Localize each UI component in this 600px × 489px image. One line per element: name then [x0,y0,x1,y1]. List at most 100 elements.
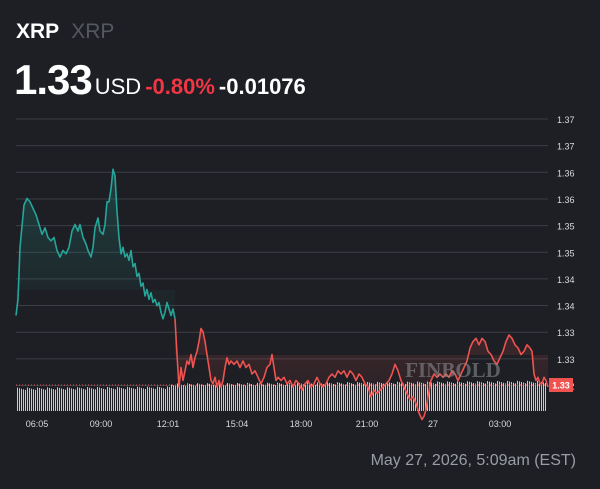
volume-bar [61,388,62,411]
price-row: 1.33 USD -0.80% -0.01076 [14,56,306,104]
volume-bar [125,389,126,411]
volume-bar [217,383,218,411]
volume-bar [275,385,276,411]
volume-bar [271,383,272,411]
volume-bar [517,380,518,411]
volume-bar [251,384,252,411]
volume-bar [83,388,84,411]
volume-bar [353,383,354,411]
volume-bar [53,389,54,411]
volume-bar [139,387,140,411]
volume-bar [523,382,524,411]
y-tick-label: 1.36 [557,195,575,205]
volume-bar [263,384,264,411]
volume-bar [35,389,36,411]
volume-bar [525,383,526,411]
volume-bar [265,385,266,411]
volume-bar [465,383,466,411]
volume-bar [181,384,182,411]
volume-bar [343,383,344,411]
x-tick-label: 03:00 [489,419,512,429]
volume-bar [131,387,132,411]
volume-bar [213,384,214,411]
volume-bar [41,388,42,411]
volume-bar [289,383,290,411]
volume-bar [457,381,458,411]
volume-bar [307,382,308,411]
volume-bar [165,388,166,411]
volume-bar [405,384,406,411]
volume-bar [87,387,88,411]
volume-bar [433,383,434,411]
volume-bar [509,381,510,411]
volume-bar [535,383,536,411]
volume-bar [335,384,336,411]
watermark: FINBOLD [405,358,501,382]
volume-bar [209,383,210,411]
volume-bar [379,382,380,411]
volume-bar [521,382,522,411]
volume-bar [111,388,112,411]
volume-bar [31,388,32,411]
volume-bar [361,383,362,411]
change-percent: -0.80% [145,74,215,99]
volume-bar [207,383,208,411]
y-tick-label: 1.37 [557,115,575,125]
volume-bar [231,384,232,411]
volume-bar [403,383,404,411]
volume-bar [147,386,148,411]
volume-bar [237,382,238,411]
asset-symbol: XRP [16,20,60,43]
volume-bar [179,383,180,411]
volume-bar [69,387,70,411]
volume-bar [531,381,532,411]
volume-bar [97,386,98,411]
volume-bar [43,389,44,411]
volume-bar [257,382,258,411]
volume-bar [503,382,504,411]
volume-bar [491,382,492,411]
volume-bar [493,382,494,411]
volume-bar [533,382,534,411]
price-line-up [15,168,176,320]
last-price-label: 1.33 [549,378,573,392]
volume-bar [75,389,76,411]
volume-bar [199,383,200,411]
area-fill-up [16,169,175,319]
volume-bar [337,382,338,411]
volume-bar [475,383,476,411]
volume-bar [501,382,502,411]
volume-bar [319,382,320,411]
volume-bar [477,381,478,411]
volume-bar [485,383,486,411]
volume-bar [129,387,130,411]
volume-bar [303,384,304,411]
volume-bar [183,385,184,411]
volume-bar [187,383,188,411]
volume-bar [81,388,82,411]
volume-bar [171,384,172,411]
volume-bar [59,387,60,411]
volume-bar [89,387,90,411]
volume-bar [47,387,48,411]
volume-bar [287,382,288,411]
x-tick-label: 18:00 [290,419,313,429]
volume-bar [57,387,58,411]
volume-bar [205,385,206,411]
volume-bar [463,383,464,411]
volume-bar [445,383,446,411]
volume-bar [487,381,488,411]
volume-bar [513,382,514,411]
x-tick-label: 09:00 [90,419,113,429]
volume-bar [157,386,158,411]
volume-bar [39,388,40,411]
x-tick-label: 06:05 [26,419,49,429]
volume-bar [543,382,544,411]
volume-bar [243,384,244,411]
volume-bar [247,382,248,411]
x-axis: 06:05 09:00 12:01 15:04 18:00 21:00 27 03:00 [26,419,512,429]
volume-bar [291,383,292,411]
volume-bar [347,382,348,411]
volume-bar [109,387,110,411]
